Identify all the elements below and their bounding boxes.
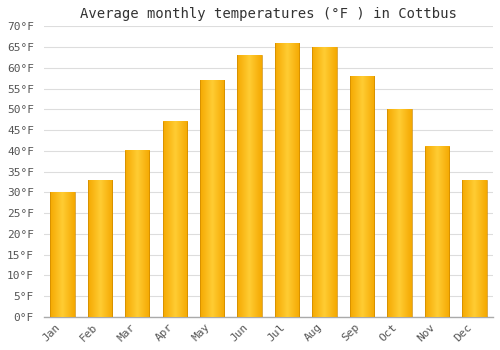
Title: Average monthly temperatures (°F ) in Cottbus: Average monthly temperatures (°F ) in Co… [80,7,457,21]
